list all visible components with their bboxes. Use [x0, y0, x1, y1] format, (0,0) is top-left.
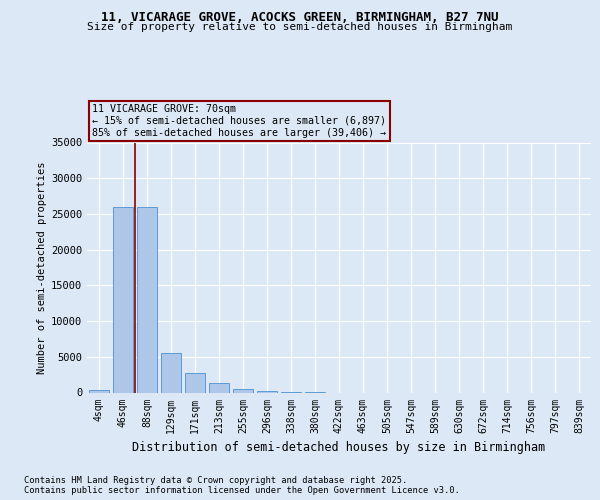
Bar [185, 372, 205, 392]
X-axis label: Distribution of semi-detached houses by size in Birmingham: Distribution of semi-detached houses by … [133, 441, 545, 454]
Bar [161, 353, 181, 393]
Text: 11 VICARAGE GROVE: 70sqm
← 15% of semi-detached houses are smaller (6,897)
85% o: 11 VICARAGE GROVE: 70sqm ← 15% of semi-d… [92, 104, 386, 138]
Text: Contains HM Land Registry data © Crown copyright and database right 2025.: Contains HM Land Registry data © Crown c… [24, 476, 407, 485]
Bar [113, 207, 133, 392]
Text: Contains public sector information licensed under the Open Government Licence v3: Contains public sector information licen… [24, 486, 460, 495]
Bar [257, 391, 277, 392]
Bar [233, 389, 253, 392]
Bar [137, 207, 157, 392]
Bar [89, 390, 109, 392]
Text: 11, VICARAGE GROVE, ACOCKS GREEN, BIRMINGHAM, B27 7NU: 11, VICARAGE GROVE, ACOCKS GREEN, BIRMIN… [101, 11, 499, 24]
Y-axis label: Number of semi-detached properties: Number of semi-detached properties [37, 161, 47, 374]
Text: Size of property relative to semi-detached houses in Birmingham: Size of property relative to semi-detach… [88, 22, 512, 32]
Bar [209, 382, 229, 392]
